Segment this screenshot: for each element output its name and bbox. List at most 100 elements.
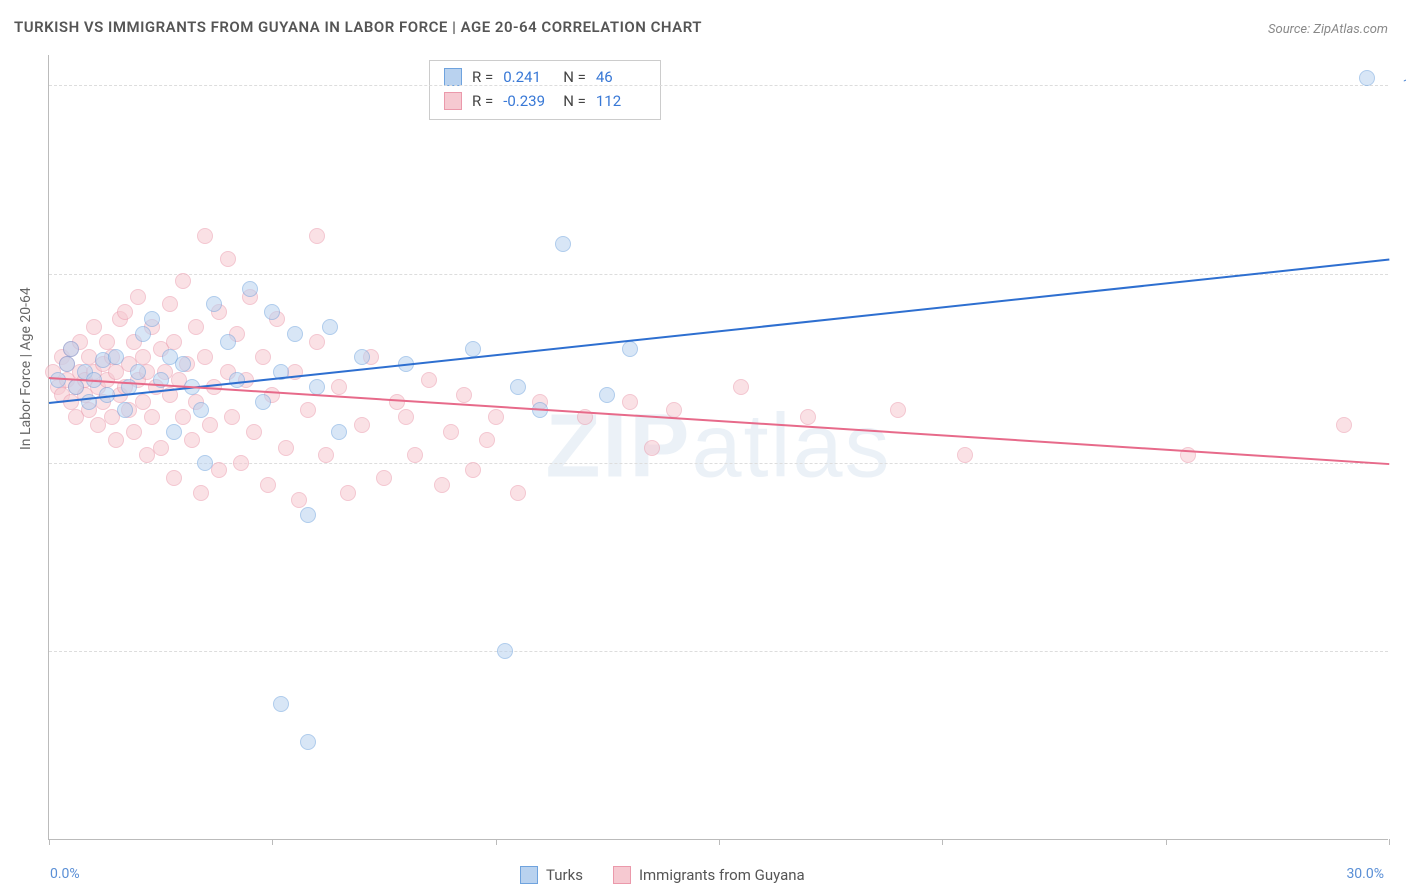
x-tick bbox=[1166, 839, 1167, 845]
scatter-point bbox=[340, 485, 356, 501]
scatter-point bbox=[206, 296, 222, 312]
scatter-point bbox=[117, 304, 133, 320]
scatter-point bbox=[166, 334, 182, 350]
scatter-point bbox=[255, 349, 271, 365]
scatter-point bbox=[68, 379, 84, 395]
n-label: N = bbox=[563, 68, 586, 86]
scatter-point bbox=[166, 424, 182, 440]
scatter-point bbox=[465, 462, 481, 478]
x-tick bbox=[1389, 839, 1390, 845]
scatter-point bbox=[166, 470, 182, 486]
scatter-point bbox=[957, 447, 973, 463]
r-label: R = bbox=[472, 68, 493, 86]
scatter-point bbox=[229, 372, 245, 388]
scatter-point bbox=[175, 356, 191, 372]
scatter-point bbox=[434, 477, 450, 493]
source-attribution: Source: ZipAtlas.com bbox=[1268, 22, 1388, 37]
swatch-series2 bbox=[444, 92, 462, 110]
x-min-label: 0.0% bbox=[50, 866, 80, 882]
legend-label-series2: Immigrants from Guyana bbox=[639, 866, 805, 884]
scatter-point bbox=[456, 387, 472, 403]
scatter-point bbox=[144, 311, 160, 327]
scatter-point bbox=[264, 304, 280, 320]
scatter-point bbox=[398, 409, 414, 425]
scatter-point bbox=[153, 440, 169, 456]
scatter-point bbox=[193, 485, 209, 501]
n-label: N = bbox=[563, 92, 586, 110]
scatter-point bbox=[144, 409, 160, 425]
swatch-series2-bottom bbox=[613, 866, 631, 884]
scatter-point bbox=[99, 334, 115, 350]
trendline bbox=[49, 377, 1389, 465]
r-value-series2: -0.239 bbox=[503, 92, 553, 110]
scatter-point bbox=[421, 372, 437, 388]
legend-label-series1: Turks bbox=[546, 866, 583, 884]
n-value-series1: 46 bbox=[596, 68, 646, 86]
scatter-point bbox=[300, 734, 316, 750]
scatter-point bbox=[108, 349, 124, 365]
scatter-point bbox=[322, 319, 338, 335]
scatter-point bbox=[354, 417, 370, 433]
scatter-point bbox=[233, 455, 249, 471]
scatter-point bbox=[242, 281, 258, 297]
scatter-point bbox=[197, 349, 213, 365]
scatter-point bbox=[479, 432, 495, 448]
scatter-point bbox=[197, 455, 213, 471]
plot-area: ZIPatlas R = 0.241 N = 46 R = -0.239 N =… bbox=[48, 55, 1388, 840]
scatter-point bbox=[108, 432, 124, 448]
scatter-point bbox=[175, 409, 191, 425]
legend-item-series1: Turks bbox=[520, 866, 583, 884]
scatter-point bbox=[59, 356, 75, 372]
scatter-point bbox=[130, 289, 146, 305]
scatter-point bbox=[622, 394, 638, 410]
scatter-point bbox=[184, 432, 200, 448]
scatter-point bbox=[126, 424, 142, 440]
scatter-point bbox=[273, 696, 289, 712]
gridline bbox=[49, 85, 1388, 86]
scatter-point bbox=[162, 296, 178, 312]
scatter-point bbox=[300, 402, 316, 418]
r-label: R = bbox=[472, 92, 493, 110]
scatter-point bbox=[130, 364, 146, 380]
r-value-series1: 0.241 bbox=[503, 68, 553, 86]
scatter-point bbox=[135, 394, 151, 410]
swatch-series1-bottom bbox=[520, 866, 538, 884]
scatter-point bbox=[510, 485, 526, 501]
scatter-point bbox=[86, 319, 102, 335]
scatter-point bbox=[389, 394, 405, 410]
scatter-point bbox=[309, 228, 325, 244]
scatter-point bbox=[278, 440, 294, 456]
scatter-point bbox=[331, 379, 347, 395]
scatter-point bbox=[117, 402, 133, 418]
scatter-point bbox=[443, 424, 459, 440]
stats-legend-box: R = 0.241 N = 46 R = -0.239 N = 112 bbox=[429, 60, 661, 120]
scatter-point bbox=[197, 228, 213, 244]
scatter-point bbox=[318, 447, 334, 463]
scatter-point bbox=[354, 349, 370, 365]
scatter-point bbox=[666, 402, 682, 418]
scatter-point bbox=[175, 273, 191, 289]
y-tick-label: 100.0% bbox=[1403, 77, 1406, 93]
scatter-point bbox=[733, 379, 749, 395]
scatter-point bbox=[202, 417, 218, 433]
scatter-point bbox=[255, 394, 271, 410]
scatter-point bbox=[135, 349, 151, 365]
chart-title: TURKISH VS IMMIGRANTS FROM GUYANA IN LAB… bbox=[14, 18, 702, 36]
scatter-point bbox=[188, 319, 204, 335]
scatter-point bbox=[622, 341, 638, 357]
scatter-point bbox=[555, 236, 571, 252]
gridline bbox=[49, 274, 1388, 275]
watermark: ZIPatlas bbox=[545, 396, 891, 499]
scatter-point bbox=[407, 447, 423, 463]
scatter-point bbox=[800, 409, 816, 425]
scatter-point bbox=[63, 341, 79, 357]
scatter-point bbox=[599, 387, 615, 403]
y-axis-title: In Labor Force | Age 20-64 bbox=[18, 287, 34, 450]
bottom-legend: Turks Immigrants from Guyana bbox=[520, 866, 805, 884]
scatter-point bbox=[376, 470, 392, 486]
scatter-point bbox=[309, 334, 325, 350]
scatter-point bbox=[1336, 417, 1352, 433]
x-max-label: 30.0% bbox=[1346, 866, 1384, 882]
scatter-point bbox=[193, 402, 209, 418]
scatter-point bbox=[497, 643, 513, 659]
